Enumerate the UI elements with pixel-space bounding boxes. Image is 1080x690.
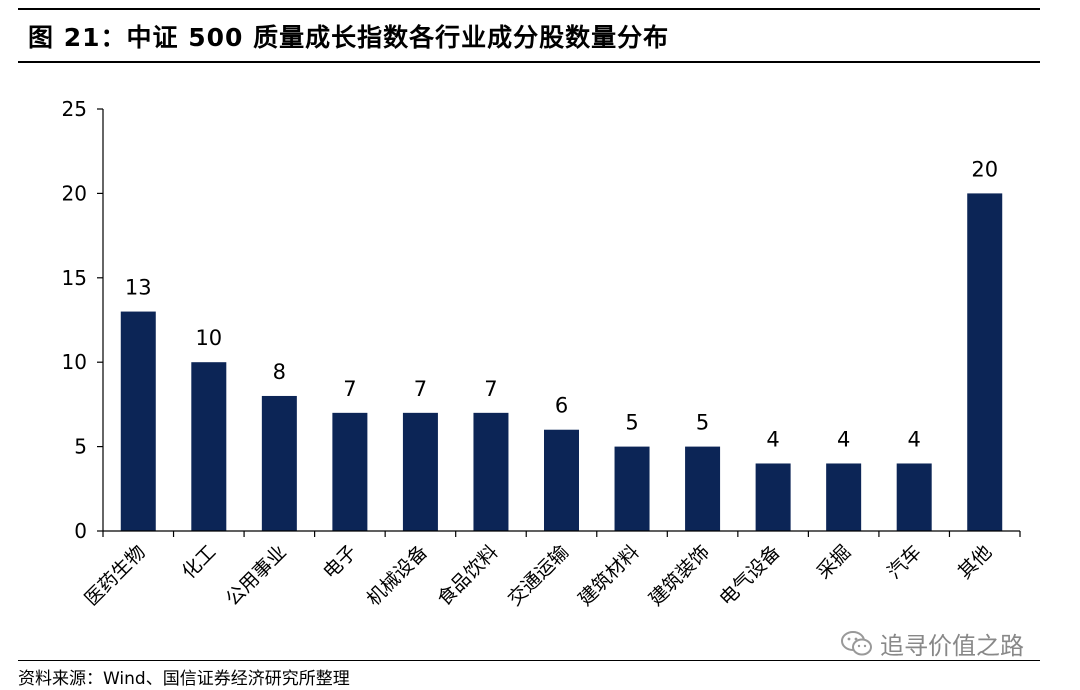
y-tick-label: 15	[62, 266, 87, 290]
source-note: 资料来源：Wind、国信证券经济研究所整理	[18, 669, 350, 689]
x-tick-label: 电子	[319, 541, 361, 583]
bar-data-label: 4	[908, 427, 921, 451]
footer-rule	[18, 660, 1040, 661]
bar	[120, 311, 156, 531]
bar-chart: 0 5 10 15 20 25 13 10 8 7 7 7 6 5 5 4 4 4 20 医药生物 化工 公用事业 电子…	[62, 97, 1021, 610]
bar	[544, 429, 579, 531]
bar-data-label: 5	[696, 411, 709, 435]
bar-data-label: 7	[484, 377, 497, 401]
bar-data-label: 20	[971, 157, 998, 181]
bar-data-label: 4	[837, 427, 850, 451]
bar	[896, 463, 932, 531]
y-tick-label: 5	[74, 435, 87, 459]
watermark: 追寻价值之路	[840, 626, 1024, 661]
wechat-icon	[840, 630, 874, 658]
x-tick-label: 采掘	[813, 541, 855, 583]
bar	[473, 412, 509, 531]
y-tick-label: 20	[62, 181, 87, 205]
bar-data-label: 5	[625, 411, 638, 435]
title-rule-top	[18, 8, 1040, 10]
bar-data-label: 4	[766, 427, 779, 451]
bar-data-label: 13	[125, 276, 152, 300]
x-tick-label: 化工	[178, 541, 220, 583]
bar-data-label: 10	[195, 326, 222, 350]
bar	[261, 395, 297, 531]
bar	[755, 463, 791, 531]
x-tick-label: 电气设备	[715, 541, 784, 610]
x-tick-label: 其他	[954, 541, 996, 583]
title-rule-bottom	[18, 61, 1040, 63]
x-tick-label: 医药生物	[80, 541, 149, 610]
x-tick-label: 食品饮料	[433, 541, 502, 610]
bar	[402, 412, 438, 531]
bar	[967, 193, 1003, 531]
x-tick-label: 汽车	[883, 541, 925, 583]
bar-data-label: 6	[555, 394, 568, 418]
bar	[191, 362, 227, 531]
bar	[685, 446, 721, 531]
y-tick-label: 0	[74, 519, 87, 543]
x-tick-label: 建筑材料	[574, 541, 643, 610]
y-axis: 0 5 10 15 20 25	[62, 97, 104, 543]
bar	[332, 412, 368, 531]
y-tick-label: 10	[62, 350, 87, 374]
x-tick-label: 交通运输	[504, 541, 573, 610]
bar-data-label: 7	[343, 377, 356, 401]
y-tick-label: 25	[62, 97, 87, 121]
watermark-text: 追寻价值之路	[880, 632, 1024, 660]
bars: 13 10 8 7 7 7 6 5 5 4 4 4 20	[120, 157, 1003, 531]
x-tick-label: 公用事业	[222, 541, 291, 610]
x-tick-label: 建筑装饰	[645, 541, 714, 610]
x-tick-label: 机械设备	[363, 541, 432, 610]
bar	[826, 463, 862, 531]
bar-data-label: 7	[414, 377, 427, 401]
bar	[614, 446, 650, 531]
bar-data-label: 8	[273, 360, 286, 384]
x-axis: 医药生物 化工 公用事业 电子 机械设备 食品饮料 交通运输 建筑材料 建筑装饰 电气设备 采掘 汽车…	[80, 530, 1021, 610]
page-title: 图 21：中证 500 质量成长指数各行业成分股数量分布	[28, 23, 670, 52]
